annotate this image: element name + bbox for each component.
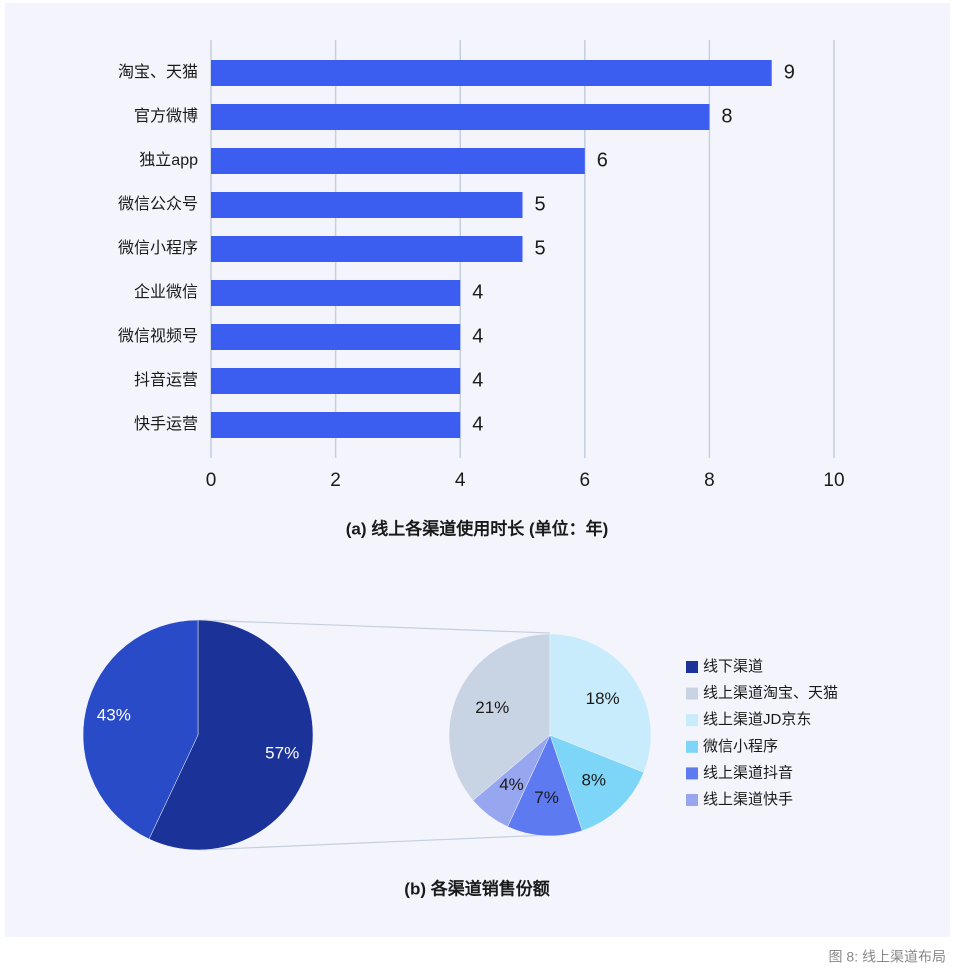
slice-label: 4% bbox=[499, 775, 524, 794]
y-tick-label: 微信公众号 bbox=[118, 195, 198, 213]
x-tick-label: 2 bbox=[330, 470, 341, 491]
bar bbox=[211, 236, 523, 262]
value-label: 9 bbox=[784, 61, 795, 83]
legend-label: 线下渠道 bbox=[703, 658, 763, 675]
pie-slice bbox=[549, 734, 645, 832]
bar bbox=[211, 324, 461, 350]
legend-label: 线上渠道抖音 bbox=[703, 764, 793, 781]
x-tick-label: 6 bbox=[580, 470, 591, 491]
value-label: 4 bbox=[472, 369, 483, 391]
caption: 图 8: 线上渠道布局 bbox=[829, 949, 946, 965]
value-label: 5 bbox=[535, 193, 546, 215]
x-tick-label: 4 bbox=[455, 470, 466, 491]
pie-slice bbox=[549, 633, 652, 773]
legend-label: 线上渠道JD京东 bbox=[703, 711, 811, 728]
legend-label: 线上渠道快手 bbox=[703, 791, 793, 808]
y-tick-label: 独立app bbox=[139, 151, 198, 169]
y-tick-label: 微信小程序 bbox=[118, 239, 198, 257]
legend-label: 微信小程序 bbox=[703, 738, 778, 755]
connector-line bbox=[197, 619, 551, 634]
y-tick-label: 淘宝、天猫 bbox=[118, 63, 198, 81]
chart-title: (b) 各渠道销售份额 bbox=[404, 878, 549, 898]
bar bbox=[211, 368, 461, 394]
legend-swatch bbox=[686, 687, 698, 700]
value-label: 6 bbox=[597, 149, 608, 171]
value-label: 4 bbox=[472, 325, 483, 347]
y-tick-label: 抖音运营 bbox=[134, 371, 198, 389]
legend-swatch bbox=[686, 794, 698, 806]
pie-slice bbox=[448, 633, 551, 801]
chart-title: (a) 线上各渠道使用时长 (单位：年) bbox=[346, 518, 609, 538]
pie-slice bbox=[472, 734, 551, 827]
bar bbox=[211, 280, 461, 306]
y-tick-label: 官方微博 bbox=[134, 107, 198, 125]
bar bbox=[211, 148, 585, 174]
slice-label: 43% bbox=[97, 706, 131, 725]
slice-label: 57% bbox=[265, 743, 299, 762]
x-tick-label: 0 bbox=[206, 470, 217, 491]
x-tick-label: 8 bbox=[704, 470, 715, 491]
legend-swatch bbox=[686, 714, 698, 727]
value-label: 4 bbox=[472, 413, 483, 435]
value-label: 8 bbox=[721, 105, 732, 127]
bar bbox=[211, 60, 772, 86]
slice-label: 8% bbox=[581, 771, 606, 790]
slice-label: 21% bbox=[475, 698, 509, 717]
bar bbox=[211, 192, 523, 218]
y-tick-label: 快手运营 bbox=[134, 415, 198, 433]
connector-line bbox=[197, 834, 551, 851]
slice-label: 18% bbox=[586, 689, 620, 708]
legend-swatch bbox=[686, 740, 698, 753]
y-tick-label: 微信视频号 bbox=[118, 327, 198, 345]
pie-slice bbox=[507, 734, 583, 837]
pie-slice bbox=[82, 619, 199, 840]
value-label: 4 bbox=[472, 281, 483, 303]
y-tick-label: 企业微信 bbox=[134, 283, 198, 301]
x-tick-label: 10 bbox=[823, 470, 844, 491]
pie-slice bbox=[148, 619, 314, 851]
bar bbox=[211, 104, 710, 130]
legend-label: 线上渠道淘宝、天猫 bbox=[703, 685, 838, 702]
legend-swatch bbox=[686, 767, 698, 780]
slice-label: 7% bbox=[534, 788, 559, 807]
legend-swatch bbox=[686, 661, 698, 673]
bar bbox=[211, 412, 461, 438]
value-label: 5 bbox=[535, 237, 546, 259]
